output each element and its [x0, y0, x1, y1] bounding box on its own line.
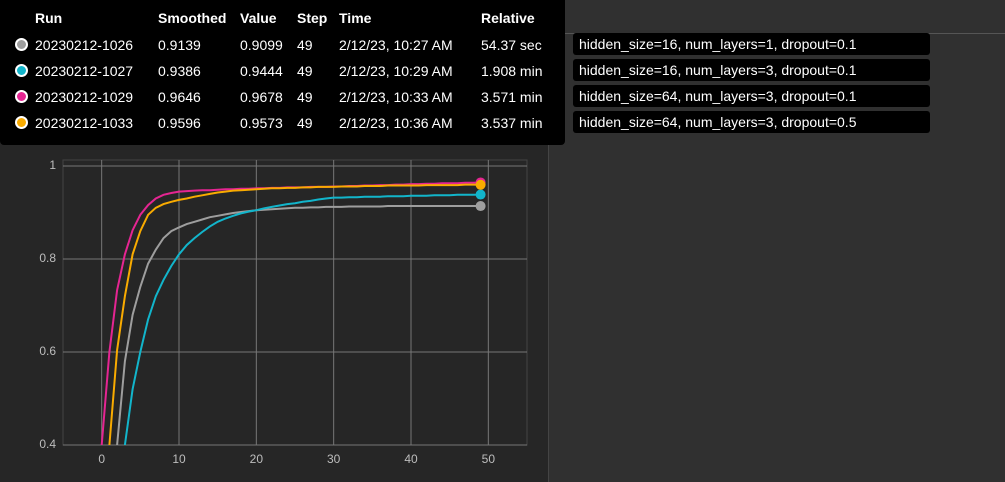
y-tick-label: 0.4: [39, 437, 56, 451]
series-line: [123, 193, 481, 445]
tooltip-header: Smoothed: [158, 10, 227, 26]
tooltip-cell: 54.37 sec: [481, 37, 542, 53]
end-dot: [475, 201, 486, 212]
tooltip-cell: 0.9646: [158, 89, 201, 105]
end-dot: [475, 189, 486, 200]
tooltip-cell: 0.9444: [240, 63, 283, 79]
x-tick-label: 0: [98, 452, 105, 466]
tooltip-cell: 0.9099: [240, 37, 283, 53]
series-group: [100, 181, 481, 445]
x-tick-label: 50: [482, 452, 496, 466]
hparam-badge: hidden_size=16, num_layers=1, dropout=0.…: [573, 33, 930, 55]
tooltip-cell: 2/12/23, 10:36 AM: [339, 115, 453, 131]
tooltip-cell: 2/12/23, 10:27 AM: [339, 37, 453, 53]
tooltip-cell: 1.908 min: [481, 63, 543, 79]
tooltip-cell: 2/12/23, 10:33 AM: [339, 89, 453, 105]
separator: [548, 0, 549, 482]
y-tick-label: 0.6: [39, 344, 56, 358]
tooltip-cell: 49: [297, 37, 313, 53]
tooltip-cell: 20230212-1029: [35, 89, 134, 105]
tooltip-cell: 0.9678: [240, 89, 283, 105]
tooltip-header: Time: [339, 10, 372, 26]
tooltip-cell: 49: [297, 63, 313, 79]
series-line: [116, 205, 481, 445]
series-line: [108, 183, 481, 445]
tooltip-header: Value: [240, 10, 277, 26]
y-tick-label: 1: [49, 158, 56, 172]
run-dot: [15, 38, 28, 51]
run-dot: [15, 64, 28, 77]
tooltip: Run Smoothed Value Step Time Relative 20230212…: [0, 0, 565, 145]
hparam-badge: hidden_size=64, num_layers=3, dropout=0.…: [573, 111, 930, 133]
tooltip-header: Relative: [481, 10, 535, 26]
tooltip-cell: 20230212-1027: [35, 63, 134, 79]
x-tick-label: 20: [250, 452, 264, 466]
tooltip-header: Run: [35, 10, 63, 26]
series-line: [100, 181, 481, 445]
tooltip-cell: 49: [297, 115, 313, 131]
x-tick-label: 40: [404, 452, 418, 466]
run-dot: [15, 90, 28, 103]
tooltip-cell: 49: [297, 89, 313, 105]
x-tick-label: 30: [327, 452, 341, 466]
run-dot: [15, 116, 28, 129]
tooltip-cell: 0.9596: [158, 115, 201, 131]
y-tick-label: 0.8: [39, 251, 56, 265]
hparam-badge: hidden_size=16, num_layers=3, dropout=0.…: [573, 59, 930, 81]
tooltip-cell: 0.9573: [240, 115, 283, 131]
tooltip-cell: 2/12/23, 10:29 AM: [339, 63, 453, 79]
end-dot: [475, 179, 486, 190]
tooltip-cell: 20230212-1033: [35, 115, 134, 131]
hparam-badge: hidden_size=64, num_layers=3, dropout=0.…: [573, 85, 930, 107]
tooltip-cell: 20230212-1026: [35, 37, 134, 53]
x-tick-label: 10: [172, 452, 186, 466]
tooltip-cell: 0.9139: [158, 37, 201, 53]
tooltip-header: Step: [297, 10, 328, 26]
tooltip-cell: 3.537 min: [481, 115, 543, 131]
tooltip-cell: 3.571 min: [481, 89, 543, 105]
tooltip-cell: 0.9386: [158, 63, 201, 79]
